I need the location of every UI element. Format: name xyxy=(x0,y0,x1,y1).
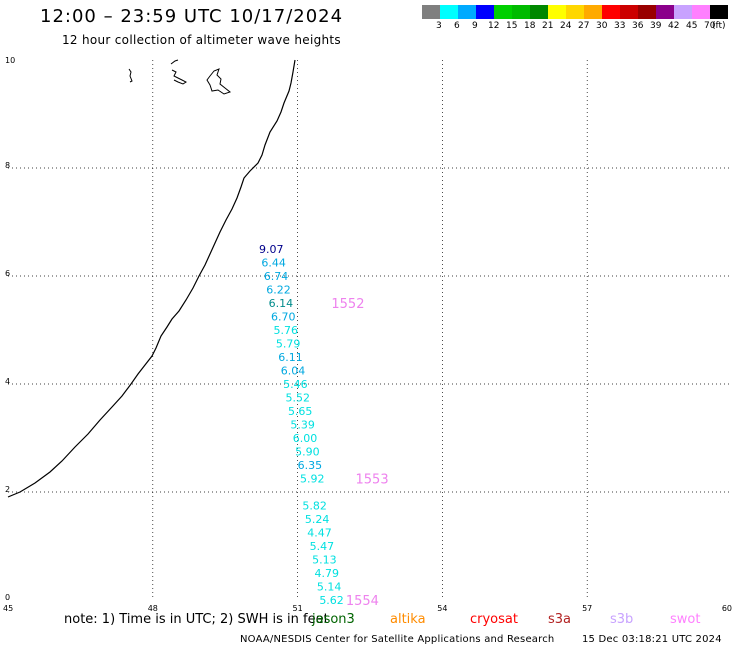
legend-swatch xyxy=(710,5,728,19)
y-tick-label: 4 xyxy=(5,377,10,386)
x-tick-label: 60 xyxy=(722,604,732,613)
pass-number-labels: 1552 1553 1554 xyxy=(331,297,388,609)
swh-value-label: 4.79 xyxy=(314,567,339,580)
legend-tick-label: 24 xyxy=(560,21,572,31)
swh-value-label: 6.22 xyxy=(266,284,291,297)
satellite-legend-s3b: s3b xyxy=(610,612,634,627)
legend-tick-label: 33 xyxy=(614,21,626,31)
legend-tick-label: 18 xyxy=(524,21,536,31)
y-tick-label: 2 xyxy=(5,485,10,494)
x-tick-label: 48 xyxy=(148,604,158,613)
satellite-legend-s3a: s3a xyxy=(548,612,572,627)
satellite-legend-swot: swot xyxy=(670,612,701,627)
legend-swatch xyxy=(530,5,548,19)
pass-number-label: 1552 xyxy=(331,297,364,312)
swh-value-label: 5.90 xyxy=(295,446,320,459)
y-tick-label: 6 xyxy=(5,269,10,278)
swh-value-label: 6.35 xyxy=(298,459,323,472)
island-3 xyxy=(206,68,232,95)
swh-value-label: 9.07 xyxy=(259,243,284,256)
satellite-legend-cryosat: cryosat xyxy=(470,612,518,627)
legend-swatch xyxy=(476,5,494,19)
legend-swatch xyxy=(674,5,692,19)
y-tick-label: 8 xyxy=(5,161,10,170)
legend-swatch xyxy=(422,5,440,19)
swh-value-label: 5.65 xyxy=(288,405,313,418)
legend-tick-label: 21 xyxy=(542,21,554,31)
swh-value-label: 5.62 xyxy=(319,594,344,607)
swh-value-label: 5.47 xyxy=(310,540,335,553)
x-tick-label: 54 xyxy=(437,604,447,613)
swh-value-label: 6.74 xyxy=(264,270,289,283)
legend-tick-label: 27 xyxy=(578,21,590,31)
legend-swatch xyxy=(548,5,566,19)
legend-swatch xyxy=(494,5,512,19)
coastline xyxy=(7,59,296,498)
legend-tick-label: 12 xyxy=(488,21,500,31)
swh-value-label: 6.70 xyxy=(271,311,296,324)
swh-value-label: 6.44 xyxy=(261,257,286,270)
swh-value-label: 6.14 xyxy=(269,297,294,310)
island-1 xyxy=(128,68,133,83)
swh-value-label: 5.39 xyxy=(290,419,315,432)
legend-tick-label: 45 xyxy=(686,21,698,31)
swh-value-label: 5.82 xyxy=(302,500,327,513)
island-2 xyxy=(170,59,187,85)
legend-swatch xyxy=(602,5,620,19)
swh-value-label: 5.76 xyxy=(273,324,298,337)
wave-height-color-legend xyxy=(422,5,728,19)
map-subtitle: 12 hour collection of altimeter wave hei… xyxy=(62,33,341,47)
legend-tick-label: 39 xyxy=(650,21,662,31)
legend-swatch xyxy=(440,5,458,19)
generation-timestamp: 15 Dec 03:18:21 UTC 2024 xyxy=(582,634,722,645)
legend-unit: (ft) xyxy=(712,21,726,31)
legend-tick-label: 9 xyxy=(472,21,478,31)
footer-note: note: 1) Time is in UTC; 2) SWH is in fe… xyxy=(64,612,329,627)
legend-swatch xyxy=(512,5,530,19)
swh-observations: 9.076.446.746.226.146.705.765.796.116.04… xyxy=(259,243,344,607)
pass-number-label: 1553 xyxy=(356,473,389,488)
x-axis-tick-labels: 45 48 51 54 57 60 xyxy=(3,604,732,613)
legend-tick-label: 36 xyxy=(632,21,644,31)
legend-tick-label: 15 xyxy=(506,21,518,31)
swh-value-label: 5.52 xyxy=(286,392,311,405)
y-tick-label: 10 xyxy=(5,56,15,65)
swh-value-label: 6.11 xyxy=(278,351,303,364)
x-tick-label: 57 xyxy=(582,604,592,613)
legend-swatch xyxy=(638,5,656,19)
legend-swatch xyxy=(458,5,476,19)
swh-value-label: 5.24 xyxy=(305,513,330,526)
swh-value-label: 5.79 xyxy=(276,338,301,351)
legend-tick-label: 3 xyxy=(436,21,442,31)
swh-value-label: 4.47 xyxy=(307,527,332,540)
swh-value-label: 5.92 xyxy=(300,473,325,486)
legend-swatch xyxy=(620,5,638,19)
credit-line: NOAA/NESDIS Center for Satellite Applica… xyxy=(240,634,555,645)
swh-value-label: 5.13 xyxy=(312,554,337,567)
legend-tick-label: 42 xyxy=(668,21,680,31)
map-title: 12:00 – 23:59 UTC 10/17/2024 xyxy=(40,6,344,27)
legend-tick-label: 70 xyxy=(704,21,716,31)
map-gridlines xyxy=(8,60,732,600)
y-axis-tick-labels: 0 2 4 6 8 10 xyxy=(5,56,15,602)
pass-number-label: 1554 xyxy=(346,594,379,609)
legend-swatch xyxy=(584,5,602,19)
swh-value-label: 5.46 xyxy=(283,378,308,391)
x-tick-label: 51 xyxy=(293,604,303,613)
legend-tick-label: 30 xyxy=(596,21,608,31)
swh-value-label: 6.04 xyxy=(281,365,306,378)
swh-value-label: 6.00 xyxy=(293,432,318,445)
satellite-legend-altika: altika xyxy=(390,612,426,627)
x-tick-label: 45 xyxy=(3,604,13,613)
legend-tick-label: 6 xyxy=(454,21,460,31)
swh-value-label: 5.14 xyxy=(317,581,342,594)
y-tick-label: 0 xyxy=(5,593,10,602)
legend-swatch xyxy=(692,5,710,19)
legend-swatch xyxy=(656,5,674,19)
satellite-legend-jason3: jason3 xyxy=(312,612,355,627)
legend-swatch xyxy=(566,5,584,19)
